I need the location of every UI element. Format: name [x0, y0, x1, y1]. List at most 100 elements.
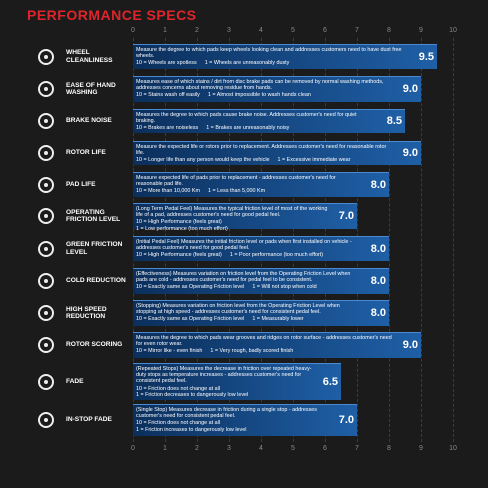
value-label: 7.0 [338, 414, 354, 426]
x-tick-label: 0 [131, 27, 135, 34]
description-text: (Repeated Stops) Measures the decrease i… [136, 366, 312, 385]
scale-item: 1 = Excessive immediate wear [277, 157, 351, 164]
scale-item: 1 = Very rough, badly scored finish [210, 348, 294, 355]
x-tick-label: 3 [227, 445, 231, 452]
category-label: PAD LIFE [66, 180, 96, 188]
icon [38, 337, 54, 353]
icon [38, 273, 54, 289]
icon [38, 48, 54, 65]
bar: (Single Stop) Measures decrease in frict… [133, 404, 357, 436]
value-label: 9.0 [402, 83, 418, 95]
scale-text: 10 = More than 10,000 Km 1 = Less than 5,… [136, 188, 361, 194]
scale-text: 10 = High Performance (feels great)1 = L… [136, 219, 329, 231]
icon [38, 113, 54, 129]
scale-text: 10 = Exactly same as Operating Friction … [136, 316, 361, 322]
scale-text: 10 = Mirror like - even finish 1 = Very r… [136, 348, 393, 354]
x-tick-label: 8 [387, 27, 391, 34]
x-tick-label: 6 [323, 27, 327, 34]
bar: (Repeated Stops) Measures the decrease i… [133, 363, 341, 400]
x-tick-label: 4 [259, 445, 263, 452]
value-label: 9.0 [402, 339, 418, 351]
x-tick-label: 3 [227, 27, 231, 34]
bar: Measures the degree to which pads cause … [133, 109, 405, 133]
icon [38, 81, 54, 97]
scale-item: 1 = Almost impossible to wash hands clea… [207, 92, 311, 99]
x-tick-label: 2 [195, 445, 199, 452]
category-label: ROTOR SCORING [66, 341, 123, 348]
scale-text: 10 = Brakes are noiseless 1 = Brakes are … [136, 125, 377, 131]
scale-text: 10 = Friction does not change at all1 = … [136, 420, 329, 432]
scale-item: 10 = Exactly same as Operating Friction … [136, 316, 245, 323]
x-tick-label: 4 [259, 27, 263, 34]
category-label: FADE [66, 377, 84, 385]
x-tick-label: 7 [355, 445, 359, 452]
scale-text: 10 = Exactly same as Operating Friction … [136, 284, 361, 290]
bar: Measure the degree to which pads keep wh… [133, 44, 437, 69]
scale-item: 10 = More than 10,000 Km [136, 188, 200, 195]
bar: Measures ease of which stains / dirt fro… [133, 76, 421, 102]
bar: (Effectiveness) Measures variation on fr… [133, 268, 389, 294]
category-label: WHEEL CLEANLINESS [66, 49, 113, 64]
bar-description: Measure the degree to which pads keep wh… [133, 45, 437, 67]
scale-text: 10 = Stains wash off easily 1 = Almost im… [136, 92, 393, 98]
scale-item: 1 = Poor performance (too much effort) [229, 252, 324, 259]
value-label: 9.0 [402, 147, 418, 159]
bar-description: Measure expected life of pads prior to r… [133, 173, 389, 195]
scale-text: 10 = Wheels are spotless 1 = Wheels are u… [136, 60, 409, 66]
scale-item: 10 = Brakes are noiseless [136, 125, 199, 132]
scale-item: 1 = Wheels are unreasonably dusty [204, 60, 290, 67]
scale-item: 1 = Less than 5,000 Km [207, 188, 266, 195]
bar: Measures the degree to which pads wear g… [133, 332, 421, 358]
scale-item: 10 = Mirror like - even finish [136, 348, 203, 355]
x-tick-label: 1 [163, 27, 167, 34]
scale-item: 1 = Friction decreases to dangerously lo… [136, 391, 249, 398]
scale-text: 10 = High Performance (feels great) 1 = P… [136, 252, 361, 258]
value-label: 8.5 [386, 115, 402, 127]
scale-item: 1 = Brakes are unreasonably noisy [206, 125, 290, 132]
icon [38, 240, 54, 257]
bar-description: Measures the degree to which pads wear g… [133, 333, 421, 355]
x-tick-label: 1 [163, 445, 167, 452]
bar-description: (Repeated Stops) Measures the decrease i… [133, 364, 341, 398]
scale-item: 10 = High Performance (feels great) [136, 219, 222, 226]
value-label: 8.0 [370, 178, 386, 191]
value-label: 8.0 [370, 275, 386, 287]
chart-title: PERFORMANCE SPECS [27, 7, 197, 23]
bar: (Long Term Pedal Feel) Measures the typi… [133, 203, 357, 232]
scale-text: 10 = Longer life than any person would k… [136, 157, 393, 163]
x-tick-label: 10 [449, 27, 457, 34]
value-label: 8.0 [370, 307, 386, 319]
x-tick-label: 9 [419, 27, 423, 34]
bar: Measure expected life of pads prior to r… [133, 172, 389, 197]
x-tick-label: 7 [355, 27, 359, 34]
bar-description: (Stopping) Measures variation on frictio… [133, 301, 389, 323]
icon [38, 176, 54, 193]
bar-description: Measure the expected life or rotors prio… [133, 142, 421, 164]
scale-item: 1 = Low performance (too much effort) [136, 225, 228, 232]
bar-description: (Single Stop) Measures decrease in frict… [133, 405, 357, 433]
bar: (Stopping) Measures variation on frictio… [133, 300, 389, 326]
description-text: Measure the expected life or rotors prio… [136, 144, 387, 157]
bar-description: Measures the degree to which pads cause … [133, 110, 405, 132]
category-label: COLD REDUCTION [66, 277, 126, 284]
grid-line [421, 38, 422, 442]
description-text: Measures the degree to which pads wear g… [136, 335, 392, 348]
category-label: IN-STOP FADE [66, 416, 112, 423]
x-tick-label: 5 [291, 445, 295, 452]
category-label: OPERATING FRICTION LEVEL [66, 208, 121, 224]
icon [38, 412, 54, 428]
scale-item: 10 = Stains wash off easily [136, 92, 200, 99]
scale-item: 10 = Friction does not change at all [136, 420, 221, 427]
description-text: Measures ease of which stains / dirt fro… [136, 79, 384, 92]
value-label: 6.5 [322, 375, 338, 388]
category-label: BRAKE NOISE [66, 117, 112, 124]
x-tick-label: 8 [387, 445, 391, 452]
description-text: (Initial Pedal Feel) Measures the initia… [136, 239, 352, 252]
description-text: (Effectiveness) Measures variation on fr… [136, 271, 351, 284]
description-text: Measure the degree to which pads keep wh… [136, 47, 402, 60]
scale-item: 1 = Measurably lower [252, 316, 304, 323]
category-label: GREEN FRICTION LEVEL [66, 241, 123, 256]
x-tick-label: 6 [323, 445, 327, 452]
scale-item: 10 = Longer life than any person would k… [136, 157, 270, 164]
